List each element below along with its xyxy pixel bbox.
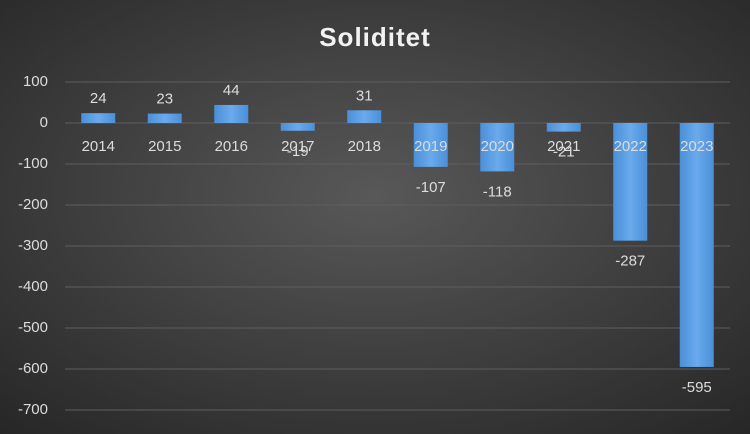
y-tick-label: -600 (18, 360, 48, 377)
x-tick-label: 2015 (148, 138, 181, 155)
y-tick-label: -400 (18, 278, 48, 295)
x-tick-label: 2016 (215, 138, 248, 155)
y-tick-label: 0 (40, 114, 48, 131)
bar (480, 123, 515, 172)
x-tick-label: 2022 (614, 138, 647, 155)
value-label: -21 (553, 144, 575, 161)
y-tick-label: -200 (18, 196, 48, 213)
value-label: -19 (287, 143, 309, 160)
y-tick-label: -500 (18, 319, 48, 336)
x-tick-label: 2021 (547, 138, 580, 155)
chart-title: Soliditet (319, 22, 431, 52)
value-label: 31 (356, 87, 373, 104)
bar (280, 123, 315, 131)
x-tick-label: 2014 (82, 138, 115, 155)
y-tick-label: -100 (18, 155, 48, 172)
value-label: 23 (156, 91, 173, 108)
bar (613, 123, 648, 241)
y-tick-label: -700 (18, 401, 48, 418)
value-label: -118 (483, 183, 512, 200)
bar (147, 113, 182, 123)
bar (347, 110, 382, 123)
x-tick-label: 2017 (281, 138, 314, 155)
value-label: -287 (615, 253, 645, 270)
bar (546, 123, 581, 132)
x-tick-label: 2023 (680, 138, 713, 155)
y-tick-label: 100 (23, 73, 48, 90)
bar (413, 123, 448, 167)
value-label: 44 (223, 82, 240, 99)
value-label: -595 (682, 379, 712, 396)
bar (81, 113, 116, 123)
y-tick-label: -300 (18, 237, 48, 254)
x-tick-label: 2020 (481, 138, 514, 155)
bar (214, 104, 249, 123)
value-label: 24 (90, 90, 107, 107)
x-tick-label: 2019 (414, 138, 447, 155)
x-tick-label: 2018 (348, 138, 381, 155)
bar (679, 123, 714, 367)
value-label: -107 (416, 179, 446, 196)
